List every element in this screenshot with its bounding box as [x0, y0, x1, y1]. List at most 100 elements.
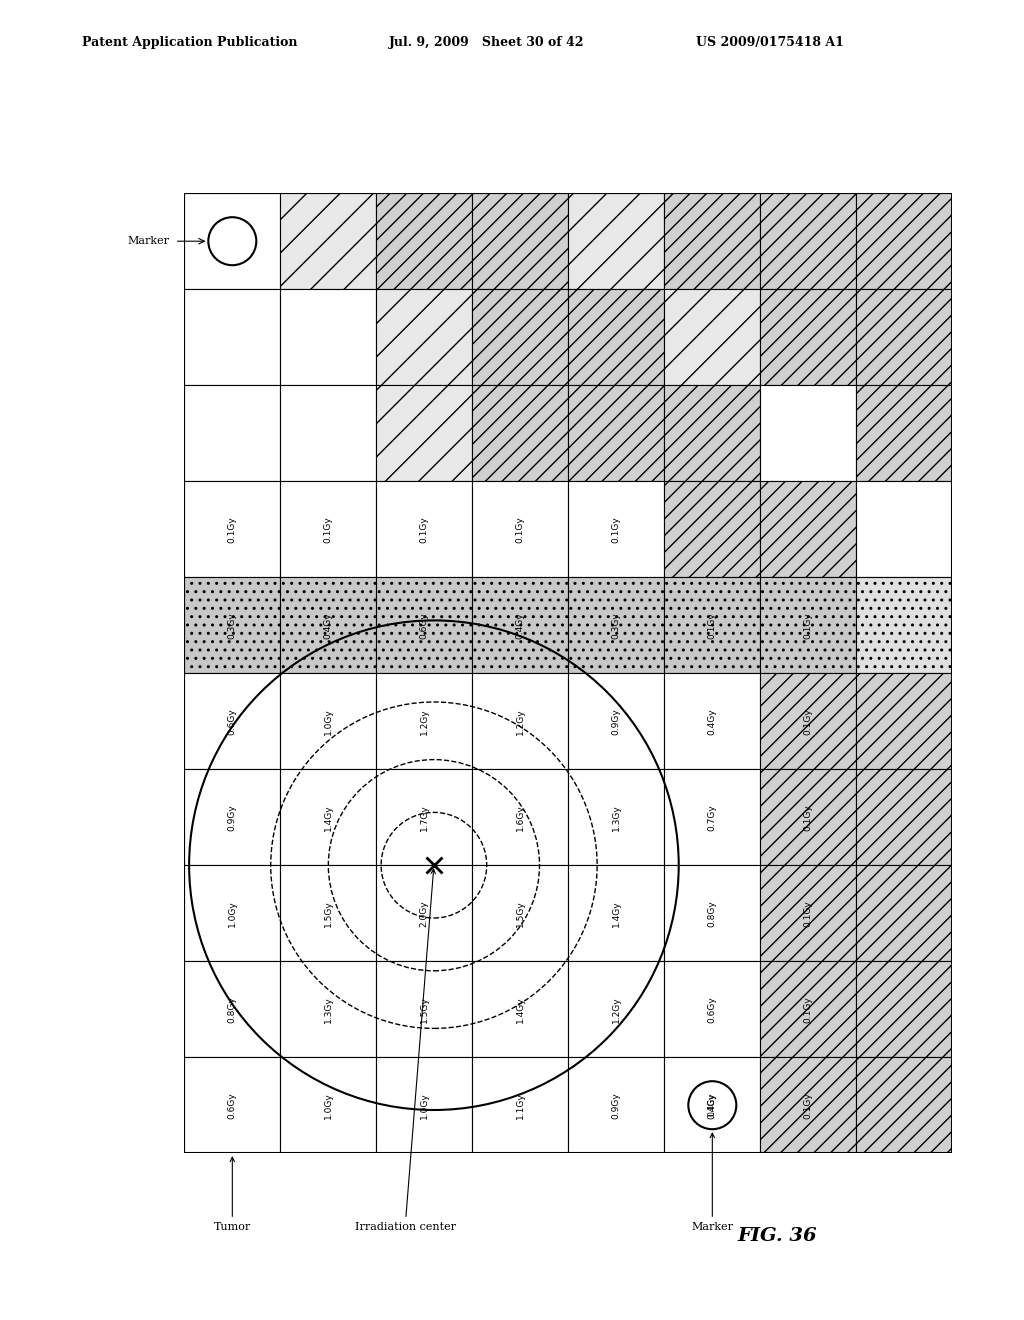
Bar: [281, 865, 377, 961]
Bar: [568, 577, 665, 673]
Text: Marker: Marker: [128, 236, 170, 247]
Bar: [760, 865, 856, 961]
Bar: [665, 1057, 760, 1154]
Bar: [760, 961, 856, 1057]
Bar: [856, 1057, 952, 1154]
Bar: [472, 673, 568, 770]
Bar: [472, 289, 568, 385]
Text: Marker: Marker: [691, 1133, 733, 1232]
Bar: [760, 385, 856, 482]
Bar: [856, 961, 952, 1057]
Bar: [184, 193, 281, 289]
Bar: [184, 865, 281, 961]
Bar: [184, 289, 281, 385]
Text: 0.3Gy: 0.3Gy: [611, 612, 621, 639]
Text: Patent Application Publication: Patent Application Publication: [82, 36, 297, 49]
Bar: [377, 673, 472, 770]
Bar: [184, 385, 281, 482]
Bar: [472, 770, 568, 865]
Bar: [856, 193, 952, 289]
Bar: [472, 385, 568, 482]
Bar: [665, 577, 760, 673]
Text: 0.7Gy: 0.7Gy: [708, 804, 717, 830]
Bar: [568, 770, 665, 865]
Bar: [184, 482, 281, 577]
Text: 0.8Gy: 0.8Gy: [227, 995, 237, 1023]
Text: 0.1Gy: 0.1Gy: [804, 1092, 813, 1118]
Text: 1.5Gy: 1.5Gy: [516, 900, 525, 927]
Bar: [568, 865, 665, 961]
Text: 0.1Gy: 0.1Gy: [804, 900, 813, 927]
Text: 0.8Gy: 0.8Gy: [708, 900, 717, 927]
Text: 1.0Gy: 1.0Gy: [227, 900, 237, 927]
Text: 1.1Gy: 1.1Gy: [516, 1092, 525, 1118]
Bar: [184, 577, 281, 673]
Text: 0.3Gy: 0.3Gy: [227, 612, 237, 639]
Bar: [856, 482, 952, 577]
Text: 1.7Gy: 1.7Gy: [420, 804, 429, 830]
Bar: [568, 1057, 665, 1154]
Text: 1.4Gy: 1.4Gy: [611, 900, 621, 927]
Text: Tumor: Tumor: [214, 1158, 251, 1232]
Bar: [472, 865, 568, 961]
Bar: [665, 673, 760, 770]
Text: 1.2Gy: 1.2Gy: [611, 995, 621, 1023]
Text: 0.6Gy: 0.6Gy: [708, 995, 717, 1023]
Bar: [281, 673, 377, 770]
Text: 0.1Gy: 0.1Gy: [804, 804, 813, 830]
Text: 1.6Gy: 1.6Gy: [516, 804, 525, 830]
Bar: [568, 385, 665, 482]
Bar: [281, 289, 377, 385]
Bar: [377, 770, 472, 865]
Bar: [760, 289, 856, 385]
Text: 1.0Gy: 1.0Gy: [324, 1092, 333, 1118]
Text: 0.4Gy: 0.4Gy: [324, 612, 333, 639]
Bar: [856, 770, 952, 865]
Bar: [184, 770, 281, 865]
Text: 0.9Gy: 0.9Gy: [611, 708, 621, 734]
Text: 0.1Gy: 0.1Gy: [804, 708, 813, 734]
Bar: [568, 482, 665, 577]
Bar: [377, 482, 472, 577]
Text: 0.1Gy: 0.1Gy: [324, 516, 333, 543]
Text: 1.4Gy: 1.4Gy: [324, 804, 333, 830]
Bar: [665, 385, 760, 482]
Text: 0.6Gy: 0.6Gy: [227, 708, 237, 734]
Text: 0.1Gy: 0.1Gy: [804, 995, 813, 1023]
Text: 1.5Gy: 1.5Gy: [420, 995, 429, 1023]
Text: 0.4Gy: 0.4Gy: [516, 612, 525, 639]
Text: 1.2Gy: 1.2Gy: [420, 708, 429, 734]
Bar: [665, 770, 760, 865]
Text: 0.1Gy: 0.1Gy: [611, 516, 621, 543]
Bar: [856, 577, 952, 673]
Text: 1.0Gy: 1.0Gy: [324, 708, 333, 734]
Bar: [281, 482, 377, 577]
Bar: [281, 961, 377, 1057]
Bar: [665, 193, 760, 289]
Bar: [856, 385, 952, 482]
Text: 0.1Gy: 0.1Gy: [420, 516, 429, 543]
Bar: [760, 577, 856, 673]
Text: 0.1Gy: 0.1Gy: [708, 612, 717, 639]
Text: 0.4Gy: 0.4Gy: [708, 708, 717, 734]
Bar: [760, 673, 856, 770]
Bar: [472, 577, 568, 673]
Bar: [665, 865, 760, 961]
Bar: [377, 865, 472, 961]
Bar: [281, 385, 377, 482]
Bar: [856, 865, 952, 961]
Text: 0.1Gy: 0.1Gy: [227, 516, 237, 543]
Text: Irradiation center: Irradiation center: [354, 869, 456, 1232]
Bar: [856, 289, 952, 385]
Text: US 2009/0175418 A1: US 2009/0175418 A1: [696, 36, 844, 49]
Bar: [568, 289, 665, 385]
Bar: [760, 1057, 856, 1154]
Bar: [184, 673, 281, 770]
Bar: [568, 673, 665, 770]
Bar: [760, 193, 856, 289]
Bar: [760, 770, 856, 865]
Text: 0.6Gy: 0.6Gy: [420, 612, 429, 639]
Bar: [377, 1057, 472, 1154]
Text: 0.9Gy: 0.9Gy: [611, 1092, 621, 1118]
Bar: [281, 193, 377, 289]
